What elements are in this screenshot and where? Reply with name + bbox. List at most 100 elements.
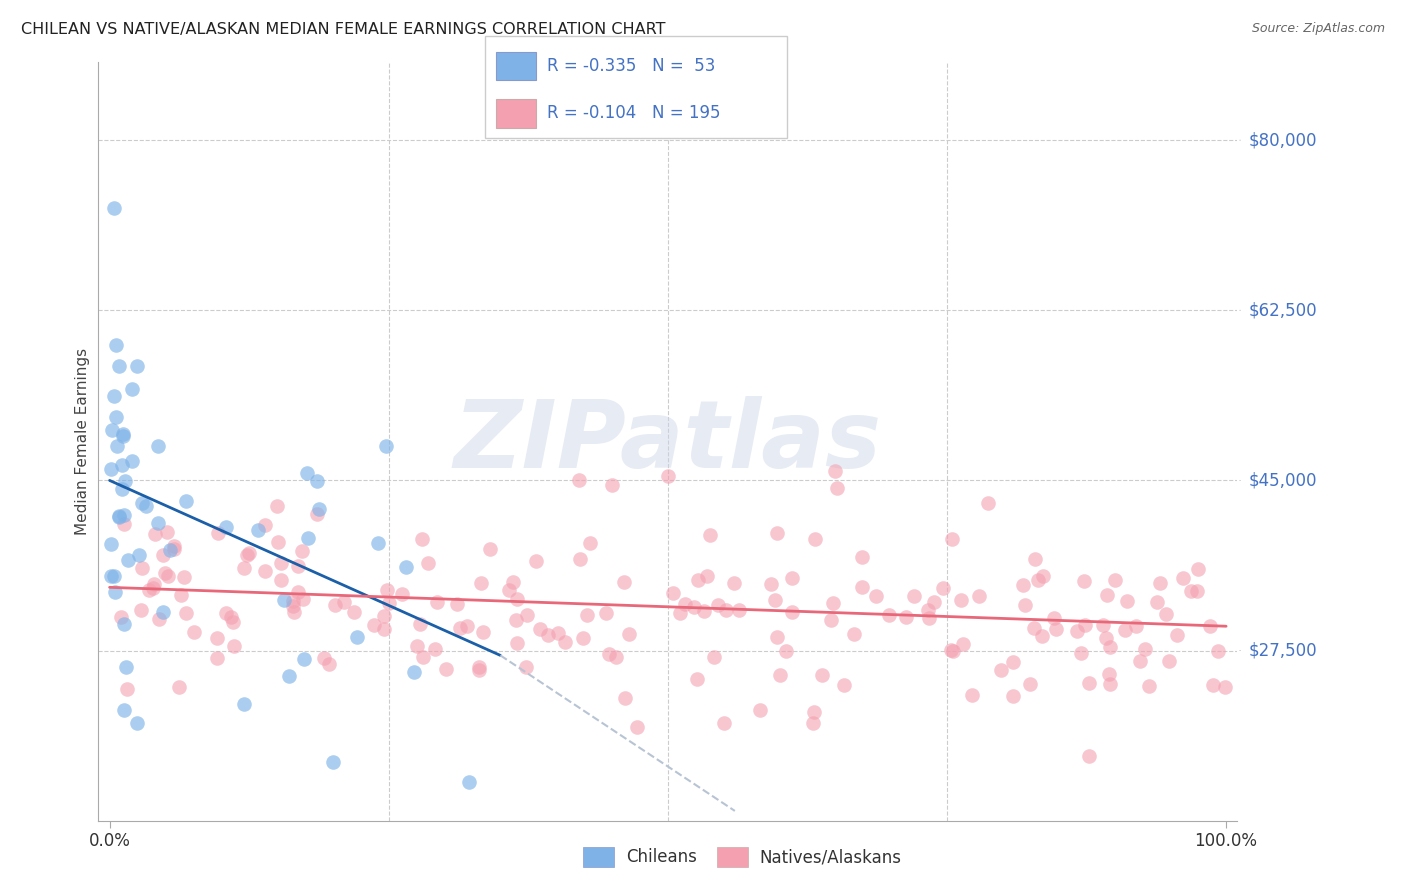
Point bbox=[1198, 619, 1220, 633]
Point bbox=[112, 429, 135, 443]
Point bbox=[346, 630, 368, 644]
Point bbox=[159, 542, 181, 557]
Point bbox=[135, 500, 157, 514]
Point bbox=[575, 608, 598, 623]
Point bbox=[367, 536, 389, 550]
Point bbox=[515, 660, 537, 674]
Point bbox=[374, 439, 396, 453]
Point bbox=[117, 552, 139, 566]
Point bbox=[312, 651, 335, 665]
Point bbox=[215, 520, 238, 534]
Point bbox=[105, 439, 128, 453]
Point bbox=[1073, 618, 1095, 632]
Point bbox=[104, 585, 127, 599]
Point bbox=[1070, 646, 1092, 660]
Point bbox=[1073, 574, 1095, 589]
Point bbox=[207, 631, 229, 645]
Point bbox=[470, 575, 492, 590]
Point bbox=[114, 475, 136, 489]
Point bbox=[111, 427, 134, 442]
Point bbox=[322, 756, 344, 770]
Point bbox=[688, 573, 710, 587]
Point bbox=[1098, 640, 1121, 654]
Point bbox=[1104, 573, 1126, 587]
Point bbox=[112, 508, 135, 523]
Point bbox=[266, 500, 288, 514]
Point bbox=[600, 478, 623, 492]
Point bbox=[270, 557, 292, 571]
Point bbox=[728, 603, 751, 617]
Point bbox=[100, 462, 122, 476]
Point bbox=[173, 569, 195, 583]
Point bbox=[896, 610, 918, 624]
Point bbox=[446, 597, 468, 611]
Point bbox=[174, 494, 197, 508]
Point bbox=[827, 481, 849, 495]
Point bbox=[323, 599, 346, 613]
Point bbox=[683, 600, 706, 615]
Point bbox=[769, 667, 792, 681]
Point bbox=[183, 624, 205, 639]
Point bbox=[1146, 595, 1168, 609]
Point bbox=[138, 582, 160, 597]
Point bbox=[167, 680, 190, 694]
Point bbox=[391, 587, 413, 601]
Point bbox=[823, 595, 845, 609]
Point bbox=[1133, 642, 1156, 657]
Point bbox=[960, 688, 983, 702]
Point bbox=[221, 610, 243, 624]
Point bbox=[1032, 569, 1054, 583]
Point bbox=[458, 774, 481, 789]
Point bbox=[502, 575, 524, 590]
Point bbox=[759, 577, 782, 591]
Text: $80,000: $80,000 bbox=[1249, 131, 1317, 149]
Point bbox=[287, 585, 309, 599]
Point bbox=[411, 533, 433, 547]
Point bbox=[1185, 584, 1208, 599]
Point bbox=[505, 613, 527, 627]
Point bbox=[108, 508, 131, 523]
Point bbox=[295, 467, 318, 481]
Point bbox=[406, 639, 429, 653]
Point bbox=[307, 475, 329, 489]
Point bbox=[373, 622, 395, 636]
Point bbox=[283, 605, 305, 619]
Point bbox=[305, 507, 328, 521]
Point bbox=[152, 548, 174, 562]
Point bbox=[1026, 573, 1049, 587]
Point bbox=[127, 716, 149, 731]
Point bbox=[281, 599, 304, 614]
Point bbox=[238, 546, 260, 560]
Point bbox=[1202, 678, 1225, 692]
Point bbox=[292, 591, 315, 606]
Point bbox=[723, 576, 745, 591]
Point bbox=[107, 359, 129, 373]
Point bbox=[163, 539, 186, 553]
Point bbox=[1024, 622, 1046, 636]
Point bbox=[782, 571, 804, 585]
Point bbox=[103, 569, 125, 583]
Point bbox=[1114, 623, 1136, 637]
Point bbox=[105, 338, 128, 352]
Point bbox=[472, 625, 495, 640]
Point bbox=[363, 618, 385, 632]
Point bbox=[267, 535, 290, 549]
Point bbox=[232, 697, 254, 711]
Point bbox=[246, 523, 269, 537]
Point bbox=[1173, 570, 1195, 584]
Point bbox=[333, 595, 356, 609]
Point bbox=[1095, 588, 1118, 602]
Point bbox=[918, 611, 941, 625]
Point bbox=[707, 598, 730, 612]
Point bbox=[101, 423, 124, 437]
Point bbox=[605, 650, 627, 665]
Point bbox=[949, 593, 972, 607]
Y-axis label: Median Female Earnings: Median Female Earnings bbox=[75, 348, 90, 535]
Text: Chileans: Chileans bbox=[626, 848, 696, 866]
Point bbox=[529, 622, 551, 636]
Point bbox=[1078, 749, 1101, 764]
Point bbox=[506, 591, 529, 606]
Point bbox=[402, 665, 425, 679]
Point bbox=[253, 564, 276, 578]
Point bbox=[395, 559, 418, 574]
